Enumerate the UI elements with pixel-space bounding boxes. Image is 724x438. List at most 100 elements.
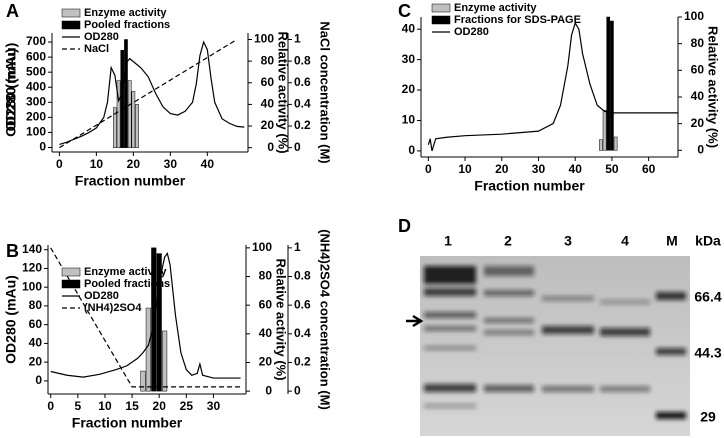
line: [59, 38, 238, 149]
y-tick-label: 20: [29, 354, 43, 368]
y-tick-label: 20: [402, 82, 416, 96]
bar: [156, 253, 162, 392]
legend-swatch: [61, 20, 81, 30]
y-tick-label: 40: [29, 336, 43, 350]
panel-letter: C: [398, 1, 411, 21]
x-tick-label: 20: [495, 162, 509, 176]
y-tick-label: 400: [26, 79, 46, 93]
y2-tick-label: 0: [697, 143, 704, 157]
y2-axis-title: Relative activity (%): [274, 258, 289, 380]
y2-tick-label: 40: [691, 89, 705, 103]
bar: [131, 91, 136, 148]
legend-label: Enzyme activity: [454, 2, 537, 14]
line: [50, 252, 241, 379]
y3-tick-label: 0.2: [294, 118, 311, 132]
y2-tick-label: 0: [265, 383, 272, 397]
legend-swatch: [61, 279, 81, 289]
y-tick-label: 600: [26, 49, 46, 63]
y-axis-title: OD280 (mAu): [3, 43, 19, 132]
legend-label: OD280: [84, 290, 119, 302]
x-tick-label: 0: [47, 399, 54, 413]
x-tick-label: 10: [90, 157, 104, 171]
x-axis-title: Fraction number: [474, 178, 585, 194]
x-tick-label: 15: [125, 399, 139, 413]
legend-swatch: [61, 267, 81, 277]
y-tick-label: 40: [402, 21, 416, 35]
legend-label: Enzyme activity: [84, 266, 167, 278]
marker-label: 44.3: [694, 345, 721, 361]
x-tick-label: 0: [56, 157, 63, 171]
y2-tick-label: 60: [691, 63, 705, 77]
bar: [145, 307, 151, 392]
y2-tick-label: 80: [259, 269, 273, 283]
y3-tick-label: 1: [294, 240, 301, 254]
lane-label: 1: [444, 233, 452, 249]
marker-label: 29: [700, 409, 716, 425]
bar: [113, 107, 117, 148]
bar: [116, 80, 121, 148]
legend-label: OD280: [454, 26, 489, 38]
legend-label: Pooled fractions: [84, 19, 170, 31]
legend-label: (NH4)2SO4: [84, 302, 142, 314]
y3-axis-title: (NH4)2SO4 concentration (M): [318, 229, 333, 410]
lane-label: 2: [504, 233, 512, 249]
x-tick-label: 5: [74, 399, 81, 413]
y-tick-label: 140: [22, 242, 42, 256]
y2-tick-label: 20: [691, 116, 705, 130]
legend-swatch: [431, 15, 451, 25]
x-tick-label: 50: [605, 162, 619, 176]
legend-label: Fractions for SDS-PAGE: [454, 14, 581, 26]
x-axis-title: Fraction number: [75, 173, 186, 189]
y-tick-label: 200: [26, 110, 46, 124]
y3-tick-label: 0: [294, 140, 301, 154]
y2-tick-label: 100: [252, 240, 272, 254]
bar: [135, 104, 139, 148]
y2-tick-label: 100: [254, 32, 274, 46]
y-tick-label: 30: [402, 52, 416, 66]
gel-bands: [424, 266, 686, 419]
x-tick-label: 30: [532, 162, 546, 176]
y3-tick-label: 0.4: [294, 97, 311, 111]
x-tick-label: 30: [164, 157, 178, 171]
x-tick-label: 30: [207, 399, 221, 413]
marker-label: 66.4: [694, 289, 721, 305]
bar: [140, 370, 146, 392]
x-axis-title: Fraction number: [72, 415, 183, 431]
x-tick-label: 10: [458, 162, 472, 176]
y-tick-label: 10: [402, 113, 416, 127]
y2-tick-label: 80: [691, 36, 705, 50]
x-tick-label: 25: [180, 399, 194, 413]
y2-tick-label: 40: [259, 326, 273, 340]
bar: [127, 80, 132, 148]
y-tick-label: 80: [29, 298, 43, 312]
panel-letter: B: [6, 241, 19, 261]
legend-label: Pooled fractions: [84, 278, 170, 290]
gel-panel: D: [398, 216, 690, 436]
x-tick-label: 20: [153, 399, 167, 413]
y3-tick-label: 0.2: [294, 355, 311, 369]
lane-label: M: [666, 233, 678, 249]
band-arrow: [406, 314, 424, 328]
bar: [120, 50, 125, 148]
y3-tick-label: 0.8: [294, 269, 311, 283]
legend-label: Enzyme activity: [84, 7, 167, 19]
y2-tick-label: 100: [684, 9, 704, 23]
bar: [124, 39, 128, 148]
bar: [599, 139, 603, 151]
y-tick-label: 120: [22, 261, 42, 275]
line: [50, 247, 241, 388]
x-tick-label: 40: [569, 162, 583, 176]
bar: [606, 16, 611, 151]
y3-tick-label: 0.6: [294, 75, 311, 89]
y-axis-title: OD280 (mAu): [3, 48, 19, 137]
y-tick-label: 100: [22, 279, 42, 293]
panel-letter: A: [6, 1, 19, 21]
lane-label: 3: [564, 233, 572, 249]
y3-tick-label: 0: [294, 383, 301, 397]
x-tick-label: 40: [201, 157, 215, 171]
y3-axis-title: NaCl concentration (M): [318, 21, 333, 163]
y2-tick-label: 60: [261, 75, 275, 89]
legend-label: OD280: [84, 31, 119, 43]
y2-tick-label: 0: [267, 140, 274, 154]
line: [427, 21, 678, 152]
